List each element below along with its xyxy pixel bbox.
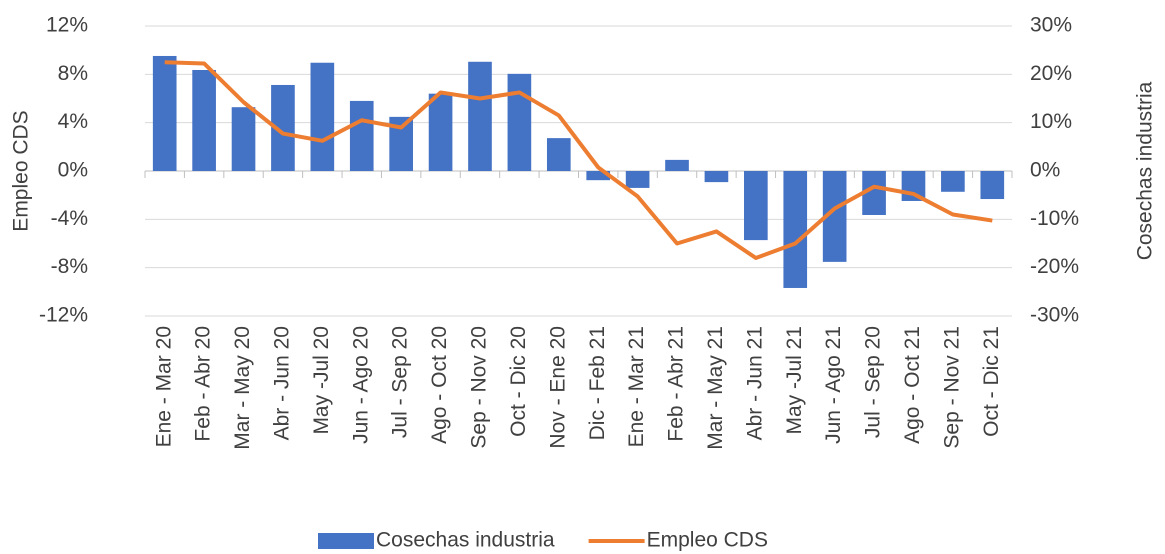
x-tick-label: Nov - Ene 20 <box>546 326 569 449</box>
y-tick-label: 12% <box>46 14 88 37</box>
y2-tick-label: 0% <box>1030 159 1060 182</box>
bar <box>468 61 492 172</box>
x-tick-label: Feb - Abr 20 <box>192 326 215 442</box>
y2-tick-label: -10% <box>1030 207 1079 230</box>
y-axis-title: Empleo CDS <box>10 110 33 231</box>
y-tick-label: -12% <box>39 304 88 327</box>
x-tick-label: Feb - Abr 21 <box>665 326 688 442</box>
x-tick-label: Ago - Oct 20 <box>428 326 451 444</box>
bar <box>507 73 532 171</box>
bar <box>231 107 256 171</box>
y-tick-label: -8% <box>51 255 88 278</box>
bar <box>980 171 1005 200</box>
bar <box>271 84 295 171</box>
legend-label: Empleo CDS <box>647 529 768 552</box>
x-tick-label: Jul - Sep 20 <box>862 326 885 438</box>
bar <box>389 116 413 171</box>
bar <box>349 100 374 171</box>
bar <box>665 159 689 171</box>
y2-tick-label: -20% <box>1030 255 1079 278</box>
x-tick-label: Sep - Nov 21 <box>940 326 963 449</box>
bar <box>744 171 768 241</box>
y-tick-label: 8% <box>58 62 88 85</box>
x-tick-label: Abr - Jun 21 <box>743 326 766 440</box>
bar <box>822 171 847 262</box>
x-tick-label: Ene - Mar 21 <box>625 326 648 447</box>
y-tick-label: 0% <box>58 159 88 182</box>
x-tick-label: Oct - Dic 21 <box>980 326 1003 437</box>
y2-tick-label: 30% <box>1030 14 1072 37</box>
y2-axis-title: Cosechas industria <box>1134 81 1157 260</box>
bar <box>941 171 965 192</box>
legend-label: Cosechas industria <box>376 529 555 552</box>
x-tick-label: May -Jul 21 <box>783 326 806 435</box>
x-tick-label: Ago - Oct 21 <box>901 326 924 444</box>
bar <box>192 69 216 171</box>
bar <box>625 171 650 188</box>
x-tick-label: Abr - Jun 20 <box>270 326 293 440</box>
y2-tick-label: 10% <box>1030 110 1072 133</box>
x-tick-label: Sep - Nov 20 <box>468 326 491 449</box>
x-tick-label: Jun - Ago 21 <box>822 326 845 444</box>
bar <box>704 171 729 183</box>
bar <box>783 171 808 288</box>
x-tick-label: Jun - Ago 20 <box>349 326 372 444</box>
bar <box>152 55 177 171</box>
x-tick-label: Oct - Dic 20 <box>507 326 530 437</box>
y2-tick-label: 20% <box>1030 62 1072 85</box>
x-tick-label: May -Jul 20 <box>310 326 333 435</box>
x-tick-label: Ene - Mar 20 <box>152 326 175 447</box>
line <box>164 60 993 260</box>
bar <box>546 138 571 171</box>
bar <box>428 93 453 171</box>
y2-tick-label: -30% <box>1030 304 1079 327</box>
bar <box>586 171 611 181</box>
y-tick-label: -4% <box>51 207 88 230</box>
y-tick-label: 4% <box>58 110 88 133</box>
bar <box>310 62 335 171</box>
bar <box>862 171 886 215</box>
x-tick-label: Jul - Sep 20 <box>389 326 412 438</box>
legend-swatch <box>318 533 374 549</box>
x-tick-label: Dic - Feb 21 <box>586 326 609 440</box>
x-tick-label: Mar - May 21 <box>704 326 727 450</box>
x-tick-label: Mar - May 20 <box>231 326 254 450</box>
